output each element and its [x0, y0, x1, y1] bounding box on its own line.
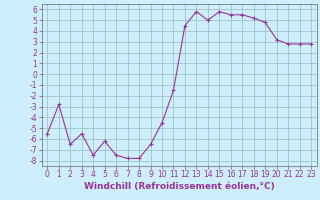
X-axis label: Windchill (Refroidissement éolien,°C): Windchill (Refroidissement éolien,°C) [84, 182, 275, 191]
